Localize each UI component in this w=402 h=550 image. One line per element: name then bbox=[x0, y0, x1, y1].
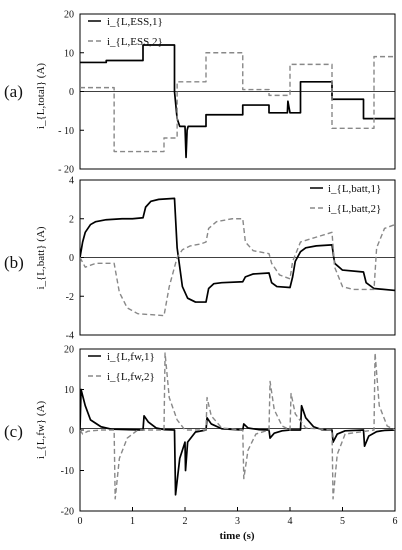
series-group-b bbox=[80, 197, 395, 317]
y-tick-label: - 10 bbox=[58, 126, 74, 137]
y-tick-label: 0 bbox=[69, 87, 74, 98]
legend-b: i_{L,batt,1} i_{L,batt,2} bbox=[310, 183, 381, 215]
panel-label-b: (b) bbox=[4, 253, 24, 272]
y-tick-label: 0 bbox=[69, 253, 74, 264]
panel-label-c: (c) bbox=[4, 422, 23, 441]
x-axis-label: time (s) bbox=[219, 530, 254, 542]
y-axis-label-a: i_{L,total} (A) bbox=[35, 63, 47, 129]
series-line-b-1 bbox=[80, 197, 395, 303]
y-axis-label-c: i_{L,fw} (A) bbox=[35, 401, 47, 460]
legend-c: i_{L,fw,1} i_{L,fw,2} bbox=[88, 351, 155, 383]
y-tick-label: 20 bbox=[64, 345, 74, 356]
legend-label-fw-2: i_{L,fw,2} bbox=[107, 371, 155, 383]
y-tick-label: 2 bbox=[69, 214, 74, 225]
legend-label-ess-1: i_{L,ESS,1} bbox=[107, 16, 163, 28]
series-group-c bbox=[80, 352, 395, 500]
x-tick-label: 1 bbox=[130, 516, 135, 527]
y-tick-label: -20 bbox=[61, 507, 74, 518]
panel-c: (c) i_{L,fw} (A) 20 10 0 -10 -20 0 1 2 3 4 5 6 i_{… bbox=[4, 345, 398, 543]
y-tick-label: 20 bbox=[64, 10, 74, 21]
y-tick-label: 4 bbox=[69, 176, 74, 187]
x-ticks-c: 0 1 2 3 4 5 6 bbox=[78, 507, 398, 527]
panel-b: (b) i_{L,batt} (A) 4 2 0 -2 -4 i_{L,batt,1} … bbox=[4, 176, 396, 342]
y-tick-label: - 20 bbox=[58, 165, 74, 176]
series-group-a bbox=[80, 44, 395, 159]
y-tick-label: -2 bbox=[66, 292, 74, 303]
y-tick-label: 0 bbox=[69, 426, 74, 437]
x-tick-label: 2 bbox=[183, 516, 188, 527]
panel-a: (a) i_{L,total} (A) 20 10 0 - 10 - 20 i_{L,E… bbox=[4, 10, 396, 176]
legend-label-batt-2: i_{L,batt,2} bbox=[328, 203, 381, 215]
series-line-c-1 bbox=[80, 388, 395, 496]
y-tick-label: 10 bbox=[64, 385, 74, 396]
x-tick-label: 4 bbox=[288, 516, 293, 527]
legend-label-batt-1: i_{L,batt,1} bbox=[328, 183, 381, 195]
panel-label-a: (a) bbox=[4, 82, 23, 101]
legend-a: i_{L,ESS,1} i_{L,ESS,2} bbox=[88, 16, 163, 48]
series-line-c-2 bbox=[80, 352, 395, 500]
y-tick-label: -10 bbox=[61, 466, 74, 477]
series-line-b-2 bbox=[80, 218, 395, 317]
y-axis-label-b: i_{L,batt} (A) bbox=[35, 226, 47, 289]
x-tick-label: 3 bbox=[235, 516, 240, 527]
series-line-a-1 bbox=[80, 44, 395, 159]
series-line-a-2 bbox=[80, 52, 395, 153]
x-tick-label: 5 bbox=[340, 516, 345, 527]
legend-label-ess-2: i_{L,ESS,2} bbox=[107, 36, 163, 48]
legend-label-fw-1: i_{L,fw,1} bbox=[107, 351, 155, 363]
y-tick-label: 10 bbox=[64, 48, 74, 59]
x-tick-label: 6 bbox=[393, 516, 398, 527]
y-tick-label: -4 bbox=[66, 331, 74, 342]
x-tick-label: 0 bbox=[78, 516, 83, 527]
y-ticks-b: 4 2 0 -2 -4 bbox=[66, 176, 84, 342]
